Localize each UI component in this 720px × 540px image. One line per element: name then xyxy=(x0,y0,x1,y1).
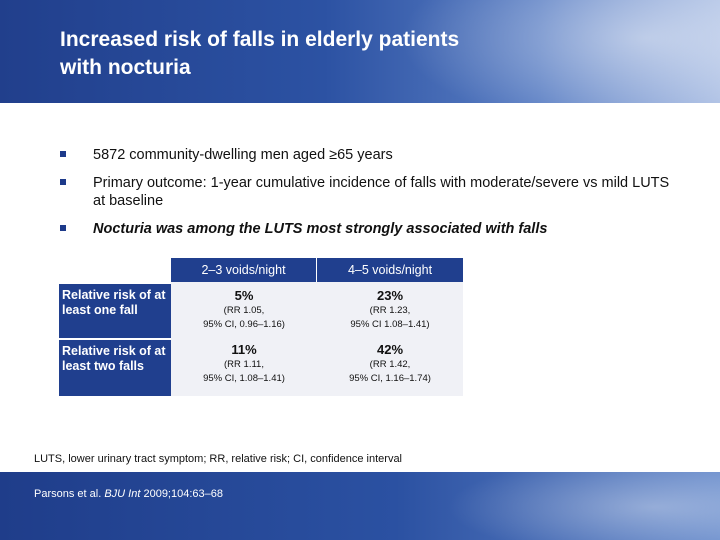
table-cell: 23% (RR 1.23, 95% CI 1.08–1.41) xyxy=(317,288,463,331)
citation-journal: BJU Int xyxy=(104,488,141,500)
bullet-text-emphasis: Nocturia was among the LUTS most strongl… xyxy=(93,221,548,237)
relative-risk-value: 5% xyxy=(234,288,254,303)
results-table: 2–3 voids/night 4–5 voids/night Relative… xyxy=(59,258,463,396)
slide-title-line-2: with nocturia xyxy=(60,56,191,79)
relative-risk-value: 42% xyxy=(376,342,404,357)
column-header-2-3-voids: 2–3 voids/night xyxy=(171,258,317,282)
ci-text: 95% CI 1.08–1.41) xyxy=(350,319,430,330)
header-glow xyxy=(380,0,720,103)
rr-text: (RR 1.42, xyxy=(369,359,411,370)
citation-volume: 2009;104:63–68 xyxy=(140,488,223,500)
abbreviations-footnote: LUTS, lower urinary tract symptom; RR, r… xyxy=(34,453,403,465)
footer-glow xyxy=(430,472,720,540)
rr-text: (RR 1.11, xyxy=(224,359,264,370)
bullet-item: Primary outcome: 1-year cumulative incid… xyxy=(60,174,680,210)
column-header-4-5-voids: 4–5 voids/night xyxy=(317,258,463,282)
rr-text: (RR 1.05, xyxy=(223,305,265,316)
bullet-text: 5872 community-dwelling men aged ≥65 yea… xyxy=(93,147,393,163)
column-header-empty xyxy=(59,258,171,282)
bullet-square-icon xyxy=(60,151,66,157)
bullet-square-icon xyxy=(60,179,66,185)
rr-text: (RR 1.23, xyxy=(369,305,411,316)
table-cell: 5% (RR 1.05, 95% CI, 0.96–1.16) xyxy=(171,288,317,331)
slide-footer: Parsons et al. BJU Int 2009;104:63–68 xyxy=(0,472,720,540)
ci-text: 95% CI, 1.08–1.41) xyxy=(203,373,285,384)
bullet-text: Primary outcome: 1-year cumulative incid… xyxy=(93,175,670,209)
bullet-square-icon xyxy=(60,225,66,231)
relative-risk-value: 11% xyxy=(231,342,257,357)
bullet-item: 5872 community-dwelling men aged ≥65 yea… xyxy=(60,146,680,164)
citation-authors: Parsons et al. xyxy=(34,488,105,500)
ci-text: 95% CI, 1.16–1.74) xyxy=(349,373,431,384)
slide-title-line-1: Increased risk of falls in elderly patie… xyxy=(60,28,460,51)
relative-risk-value: 23% xyxy=(376,288,404,303)
row-header-one-fall: Relative risk of at least one fall xyxy=(59,284,171,338)
table-cell: 42% (RR 1.42, 95% CI, 1.16–1.74) xyxy=(317,342,463,385)
table-body-background xyxy=(171,282,463,396)
reference-citation: Parsons et al. BJU Int 2009;104:63–68 xyxy=(34,488,223,500)
table-cell: 11% (RR 1.11, 95% CI, 1.08–1.41) xyxy=(171,342,317,385)
bullet-list: 5872 community-dwelling men aged ≥65 yea… xyxy=(60,146,680,248)
bullet-item: Nocturia was among the LUTS most strongl… xyxy=(60,220,680,238)
row-header-two-falls: Relative risk of at least two falls xyxy=(59,340,171,396)
slide-title: Increased risk of falls in elderly patie… xyxy=(60,26,660,82)
slide-header: Increased risk of falls in elderly patie… xyxy=(0,0,720,103)
ci-text: 95% CI, 0.96–1.16) xyxy=(203,319,285,330)
